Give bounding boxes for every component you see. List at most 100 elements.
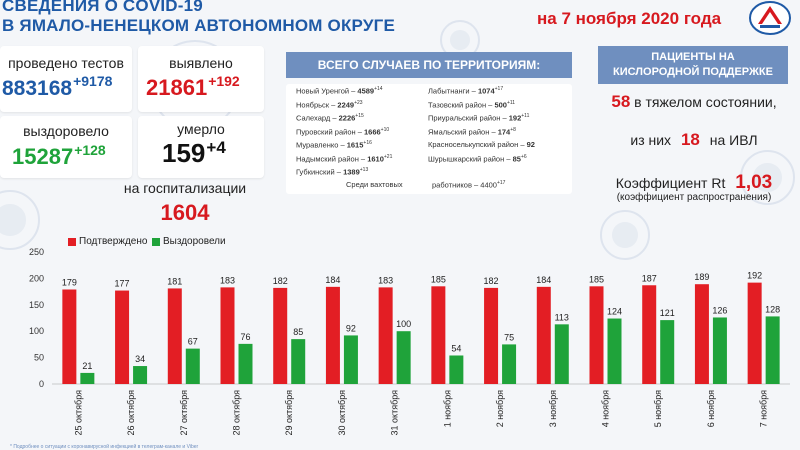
bar-confirmed	[642, 285, 657, 384]
territory-delta: +23	[354, 99, 363, 106]
territory-row: Надымский район – 1610+21	[296, 154, 392, 164]
bar-recovered	[343, 335, 358, 384]
bar-recovered	[133, 366, 148, 384]
x-tick-label: 26 октября	[126, 390, 136, 436]
x-tick-label: 4 ноября	[601, 390, 611, 427]
recovered-value: 15287	[12, 144, 74, 169]
territory-row: Новый Уренгой – 4589+14	[296, 86, 383, 96]
daily-cases-bar-chart: 0 50 100 150 200 250 179 21 25 октября 177 34 26 ок…	[29, 247, 790, 436]
data-label-recovered: 128	[765, 304, 780, 314]
territory-value: 500	[494, 100, 507, 109]
bar-confirmed	[273, 287, 288, 384]
bar-recovered	[660, 320, 675, 384]
virus-decoration	[600, 210, 650, 260]
data-label-confirmed: 181	[167, 276, 182, 286]
territory-value: 192	[508, 113, 522, 123]
territory-row: Красноселькупский район – 92	[428, 140, 535, 149]
territory-value: 2249	[337, 100, 355, 109]
y-tick-label: 200	[29, 273, 44, 283]
hospital-label: на госпитализации	[123, 180, 247, 196]
bar-recovered	[765, 316, 780, 384]
shift-label: Среди вахтовых	[346, 180, 403, 189]
detected-label: выявлено	[169, 55, 233, 71]
ivl-suffix: на ИВЛ	[709, 132, 758, 148]
died-value-wrap: 159+4	[162, 138, 226, 169]
data-label-confirmed: 182	[484, 276, 499, 286]
ivl-line: из них 18 на ИВЛ	[600, 130, 788, 150]
x-tick-label: 25 октября	[73, 390, 83, 436]
x-tick-label: 30 октября	[337, 390, 347, 436]
severe-text: в тяжелом состоянии,	[634, 94, 777, 110]
territory-row: Ямальский район – 174+8	[428, 127, 516, 137]
rt-note: (коэффициент распространения)	[616, 192, 772, 203]
territory-delta: +10	[380, 126, 390, 133]
data-label-confirmed: 185	[589, 274, 604, 284]
bar-recovered	[185, 348, 200, 384]
data-label-recovered: 121	[660, 308, 675, 318]
bar-confirmed	[694, 284, 709, 384]
x-tick-label: 6 ноября	[706, 390, 716, 427]
bar-confirmed	[62, 289, 77, 384]
bar-confirmed	[378, 287, 393, 384]
territory-row: Салехард – 2226+15	[296, 113, 364, 123]
oxygen-title: ПАЦИЕНТЫ НА КИСЛОРОДНОЙ ПОДДЕРЖКЕ	[598, 46, 788, 84]
data-label-recovered: 21	[82, 361, 92, 371]
bar-confirmed	[589, 286, 604, 384]
legend-confirmed: Подтверждено	[68, 236, 147, 247]
bar-confirmed	[220, 287, 235, 384]
territory-value: 1074	[477, 86, 495, 96]
territory-row: Губкинский – 1389+13	[296, 167, 368, 177]
data-label-confirmed: 187	[642, 273, 657, 283]
rt-label: Коэффициент Rt	[615, 175, 726, 191]
territory-delta: +21	[383, 153, 393, 160]
severe-value: 58	[611, 92, 631, 111]
x-tick-label: 7 ноября	[759, 390, 769, 427]
data-label-confirmed: 183	[220, 275, 235, 285]
territory-value: 1389	[343, 167, 360, 177]
shift-value: 4400	[480, 180, 497, 190]
bar-recovered	[554, 324, 569, 384]
territory-row: Муравленко – 1615+16	[296, 140, 372, 150]
title-line-1: СВЕДЕНИЯ О COVID-19	[2, 0, 203, 15]
territory-delta: +15	[355, 113, 364, 119]
bar-confirmed	[325, 286, 340, 384]
y-tick-label: 150	[29, 300, 44, 310]
y-tick-label: 0	[39, 379, 44, 389]
territories-title: ВСЕГО СЛУЧАЕВ ПО ТЕРРИТОРИЯМ:	[286, 52, 572, 78]
territory-delta: +17	[494, 86, 504, 92]
legend-recovered-label: Выздоровели	[163, 236, 226, 247]
territory-name: Салехард –	[296, 113, 339, 123]
data-label-recovered: 75	[504, 332, 514, 342]
tests-card: проведено тестов 883168+9178	[0, 46, 132, 112]
virus-decoration	[740, 150, 795, 205]
territory-name: Ямальский район –	[428, 127, 498, 136]
tests-value: 883168	[2, 77, 73, 100]
y-tick-label: 250	[29, 247, 44, 257]
oxygen-title-line-1: ПАЦИЕНТЫ НА	[651, 51, 735, 63]
tests-value-wrap: 883168+9178	[2, 73, 112, 101]
bar-confirmed	[167, 288, 182, 384]
yanao-emblem-icon	[749, 1, 791, 35]
territory-value: 174	[497, 127, 511, 136]
legend-recovered: Выздоровели	[152, 236, 226, 247]
bar-confirmed	[484, 287, 499, 384]
x-tick-label: 2 ноября	[495, 390, 505, 427]
recovered-card: выздоровело 15287+128	[0, 116, 132, 178]
territory-name: Пуровский район –	[296, 127, 364, 136]
hospital-value: 1604	[160, 200, 210, 225]
territory-delta: +6	[520, 153, 527, 160]
detected-card: выявлено 21861+192	[138, 46, 264, 112]
x-tick-label: 29 октября	[284, 390, 294, 436]
bar-recovered	[80, 372, 95, 384]
ivl-value: 18	[680, 130, 700, 149]
territory-value: 4589	[357, 86, 375, 96]
territory-delta: +11	[506, 99, 516, 106]
oxygen-title-line-2: КИСЛОРОДНОЙ ПОДДЕРЖКЕ	[613, 66, 773, 78]
territory-name: Ноябрьск –	[296, 100, 338, 109]
bar-confirmed	[536, 286, 551, 384]
bar-confirmed	[115, 290, 130, 384]
territory-value: 92	[526, 140, 535, 149]
territory-delta: +13	[359, 167, 369, 173]
severe-line: 58 в тяжелом состоянии,	[600, 92, 788, 112]
bar-recovered	[291, 339, 306, 384]
